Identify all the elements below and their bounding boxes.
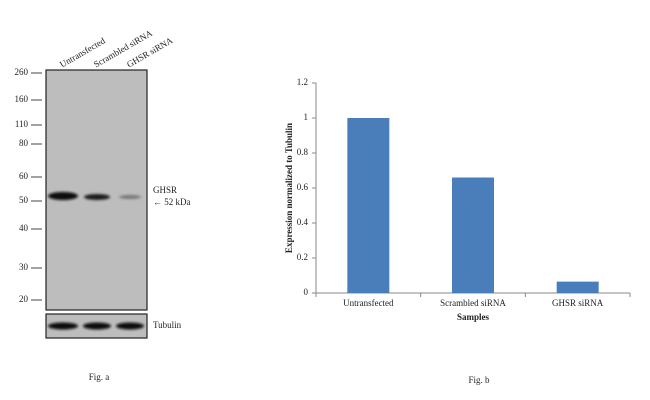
target-label: GHSR (153, 185, 177, 195)
x-axis-label: Samples (457, 312, 490, 322)
band (48, 192, 78, 200)
band (84, 194, 110, 200)
marker-label: 80 (19, 138, 29, 148)
caption: Fig. a (89, 372, 110, 382)
band (48, 322, 78, 330)
x-tick-label: Scrambled siRNA (440, 298, 506, 308)
y-tick-label: 0.8 (297, 147, 309, 157)
x-tick-label: GHSR siRNA (552, 298, 604, 308)
marker-label: 50 (19, 195, 29, 205)
band (83, 322, 111, 330)
caption: Fig. b (468, 375, 490, 385)
bar (556, 281, 599, 293)
y-tick-label: 0.4 (297, 217, 309, 227)
band (119, 195, 141, 199)
marker-label: 110 (15, 119, 29, 129)
x-tick-label: Untransfected (343, 298, 394, 308)
y-tick-label: 1.2 (297, 77, 308, 87)
bands (48, 192, 144, 330)
marker-label: 260 (15, 67, 29, 77)
y-axis-label: Expression normalized to Tubulin (284, 123, 294, 253)
y-tick-label: 0.6 (297, 182, 309, 192)
y-tick-label: 1 (304, 112, 309, 122)
y-tick-label: 0.2 (297, 252, 308, 262)
marker-label: 60 (19, 171, 29, 181)
marker-label: 40 (19, 223, 29, 233)
band (116, 322, 144, 330)
target-size: ← 52 kDa (153, 197, 191, 207)
bar (347, 118, 390, 293)
marker-label: 30 (19, 262, 29, 272)
y-tick-label: 0 (304, 287, 309, 297)
marker-label: 160 (15, 94, 29, 104)
bar (452, 177, 494, 293)
marker-label: 20 (19, 294, 29, 304)
control-label: Tubulin (153, 320, 182, 330)
membrane (45, 69, 148, 311)
